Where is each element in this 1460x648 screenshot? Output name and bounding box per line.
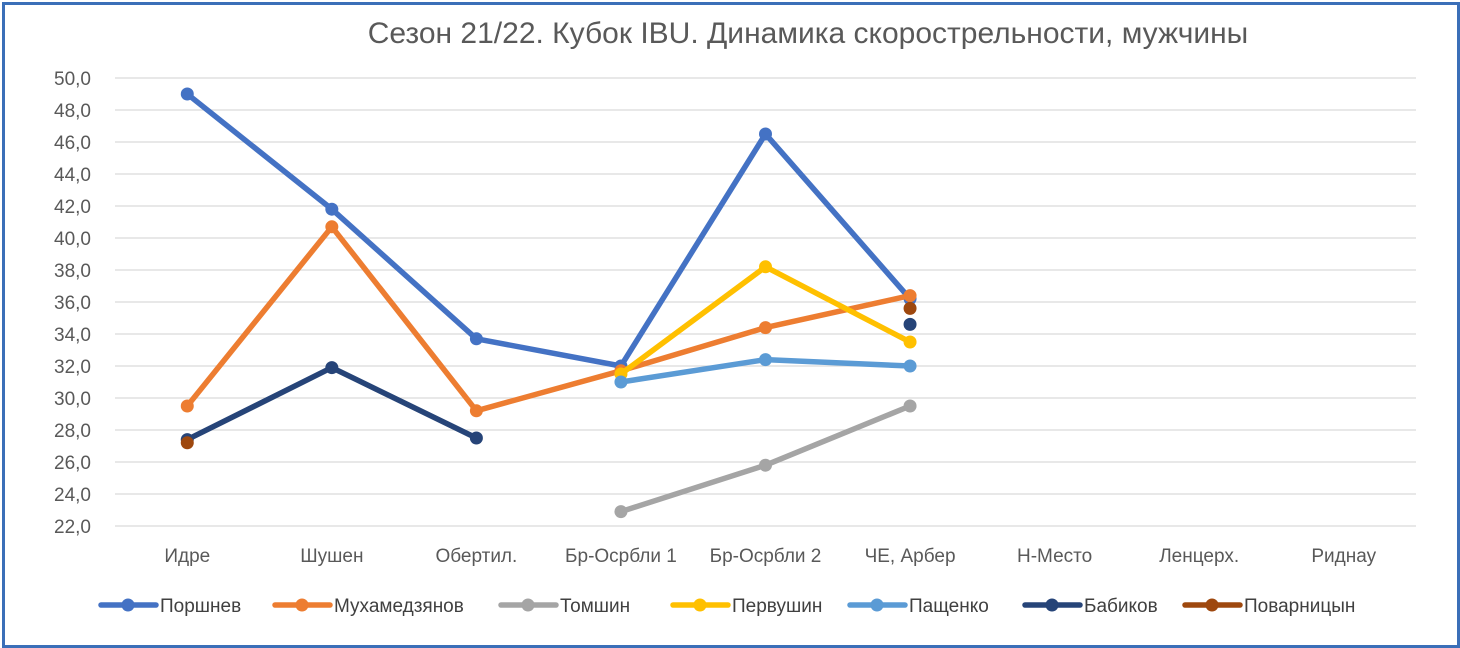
data-point	[325, 202, 339, 216]
legend-label: Первушин	[732, 596, 822, 617]
y-tick-label: 30,0	[54, 389, 91, 410]
y-tick-label: 38,0	[54, 261, 91, 282]
legend-label: Томшин	[560, 596, 630, 617]
data-point	[903, 335, 917, 349]
chart-title: Сезон 21/22. Кубок IBU. Динамика скорост…	[368, 17, 1249, 50]
y-axis-ticks: 50,0 48,0 46,0 44,0 42,0 40,0 38,0 36,0 34,0 32,0…	[54, 69, 91, 538]
data-point	[180, 436, 194, 450]
series	[614, 353, 917, 389]
data-point	[903, 289, 917, 303]
data-point	[469, 404, 483, 418]
data-point	[180, 87, 194, 101]
legend-label: Поварницын	[1244, 596, 1355, 617]
data-point	[759, 353, 772, 367]
y-tick-label: 42,0	[54, 197, 91, 218]
data-point	[759, 321, 772, 335]
series	[180, 301, 917, 450]
data-point	[180, 399, 194, 413]
y-tick-label: 40,0	[54, 229, 91, 250]
legend-label: Бабиков	[1084, 596, 1158, 617]
legend-item: Первушин	[670, 596, 822, 617]
y-tick-label: 24,0	[54, 485, 91, 506]
series-lines	[180, 87, 917, 519]
y-tick-label: 34,0	[54, 325, 91, 346]
data-point	[469, 431, 483, 445]
data-point	[903, 317, 917, 331]
x-category-label: Н-Место	[1017, 546, 1092, 567]
legend-label: Пащенко	[909, 596, 989, 617]
data-point	[903, 399, 917, 413]
data-point	[469, 332, 483, 346]
x-category-label: Идре	[164, 546, 210, 567]
data-point	[325, 361, 339, 375]
series-line	[184, 224, 913, 414]
y-tick-label: 50,0	[54, 69, 91, 90]
series-line	[184, 364, 480, 443]
x-category-label: Бр-Осрбли 1	[565, 546, 677, 567]
data-point	[759, 458, 772, 472]
legend-swatch-marker	[1205, 598, 1219, 612]
line-chart: Сезон 21/22. Кубок IBU. Динамика скорост…	[54, 17, 1416, 617]
legend-label: Поршнев	[160, 596, 241, 617]
legend-swatch-marker	[870, 598, 884, 612]
legend-item: Бабиков	[1022, 596, 1158, 617]
legend: Поршнев Мухамедзянов Томшин Первушин Пащенко…	[98, 596, 1355, 617]
x-category-label: Бр-Осрбли 2	[710, 546, 822, 567]
data-point	[759, 127, 772, 141]
series	[614, 399, 917, 519]
series	[180, 317, 917, 447]
x-category-label: Ленцерх.	[1159, 546, 1239, 567]
legend-swatch-marker	[295, 598, 309, 612]
data-point	[325, 220, 339, 234]
y-tick-label: 22,0	[54, 517, 91, 538]
legend-item: Поршнев	[98, 596, 241, 617]
legend-item: Мухамедзянов	[272, 596, 464, 617]
y-tick-label: 32,0	[54, 357, 91, 378]
x-category-label: Обертил.	[435, 546, 517, 567]
x-axis-categories: Идре Шушен Обертил. Бр-Осрбли 1 Бр-Осрбли 2 Ч…	[164, 546, 1376, 567]
x-category-label: Риднау	[1311, 546, 1376, 567]
y-tick-label: 26,0	[54, 453, 91, 474]
y-tick-label: 44,0	[54, 165, 91, 186]
legend-swatch-marker	[1045, 598, 1059, 612]
legend-item: Томшин	[498, 596, 630, 617]
legend-item: Поварницын	[1182, 596, 1355, 617]
x-category-label: ЧЕ, Арбер	[865, 546, 956, 567]
legend-swatch-marker	[121, 598, 135, 612]
data-point	[903, 301, 917, 315]
legend-item: Пащенко	[847, 596, 989, 617]
y-tick-label: 36,0	[54, 293, 91, 314]
legend-swatch-marker	[693, 598, 707, 612]
y-tick-label: 28,0	[54, 421, 91, 442]
data-point	[614, 505, 628, 519]
data-point	[903, 359, 917, 373]
data-point	[614, 375, 628, 389]
legend-swatch-marker	[521, 598, 535, 612]
data-point	[759, 260, 772, 274]
legend-label: Мухамедзянов	[334, 596, 464, 617]
y-tick-label: 46,0	[54, 133, 91, 154]
y-tick-label: 48,0	[54, 101, 91, 122]
series-line	[184, 91, 913, 369]
series	[180, 87, 917, 373]
x-category-label: Шушен	[300, 546, 363, 567]
